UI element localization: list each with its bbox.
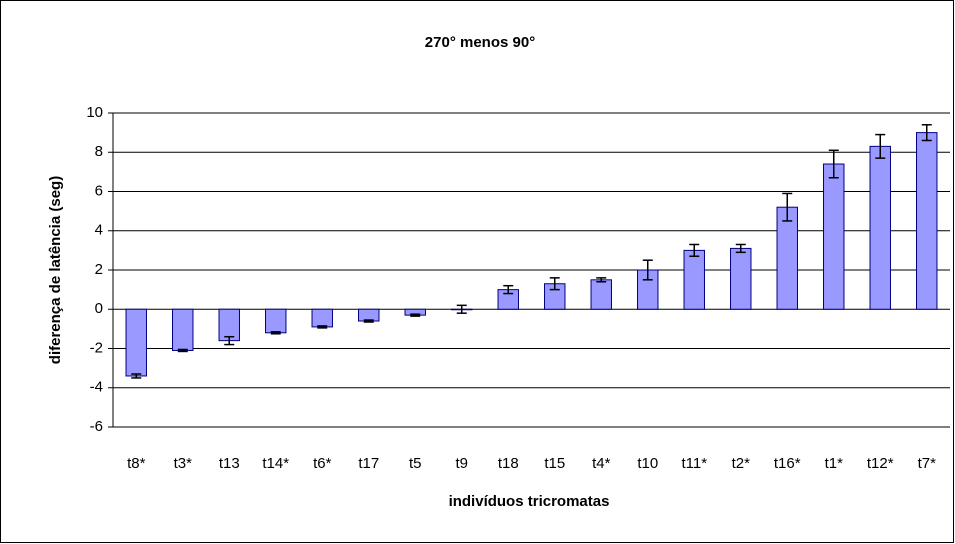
- y-tick-label: 4: [95, 222, 103, 239]
- x-tick-label: t10: [637, 455, 658, 472]
- bar: [218, 308, 240, 342]
- x-tick-label: t4*: [592, 455, 611, 472]
- error-bar: [410, 313, 421, 317]
- chart-title: 270° menos 90°: [425, 34, 535, 51]
- error-bar: [596, 277, 607, 283]
- error-bar: [317, 325, 328, 329]
- bar: [311, 308, 333, 328]
- bar: [683, 249, 705, 310]
- bar: [590, 279, 612, 310]
- x-tick-label: t14*: [262, 455, 289, 472]
- x-tick-label: t3*: [174, 455, 193, 472]
- bar: [172, 308, 194, 351]
- x-tick-label: t18: [498, 455, 519, 472]
- error-bar: [735, 243, 746, 254]
- y-tick-label: 8: [95, 143, 103, 160]
- error-bar: [875, 133, 886, 159]
- y-tick-label: -4: [90, 379, 103, 396]
- x-tick-label: t1*: [825, 455, 844, 472]
- x-tick-label: t2*: [732, 455, 751, 472]
- error-bar: [549, 277, 560, 291]
- x-tick-label: t6*: [313, 455, 332, 472]
- y-tick-label: -2: [90, 339, 103, 356]
- bar: [869, 145, 891, 310]
- error-bar: [456, 304, 467, 314]
- bar: [265, 308, 287, 334]
- error-bar: [642, 259, 653, 281]
- bar: [730, 247, 752, 310]
- error-bar: [224, 335, 235, 346]
- y-tick-label: 2: [95, 261, 103, 278]
- error-bar: [921, 124, 932, 142]
- error-bar: [503, 284, 514, 295]
- bar: [358, 308, 380, 322]
- bar: [776, 206, 798, 310]
- x-tick-label: t17: [358, 455, 379, 472]
- error-bar: [782, 192, 793, 222]
- x-tick-label: t15: [544, 455, 565, 472]
- x-tick-label: t16*: [774, 455, 801, 472]
- x-tick-label: t13: [219, 455, 240, 472]
- bar: [916, 132, 938, 310]
- x-axis-title: indivíduos tricromatas: [449, 493, 610, 510]
- x-tick-label: t7*: [918, 455, 937, 472]
- x-tick-label: t9: [455, 455, 468, 472]
- y-tick-label: 0: [95, 300, 103, 317]
- error-bar: [363, 319, 374, 323]
- x-tick-label: t11*: [681, 455, 707, 472]
- y-axis-title: diferença de latência (seg): [47, 176, 64, 364]
- error-bar: [177, 348, 188, 353]
- bar: [125, 308, 147, 377]
- y-tick-label: -6: [90, 418, 103, 435]
- x-tick-label: t12*: [867, 455, 894, 472]
- error-bar: [270, 331, 281, 335]
- x-tick-label: t8*: [127, 455, 146, 472]
- x-tick-label: t5: [409, 455, 422, 472]
- y-tick-label: 10: [86, 104, 103, 121]
- error-bar: [131, 373, 142, 379]
- error-bar: [689, 243, 700, 258]
- bar: [823, 163, 845, 310]
- y-tick-label: 6: [95, 182, 103, 199]
- error-bar: [828, 149, 839, 179]
